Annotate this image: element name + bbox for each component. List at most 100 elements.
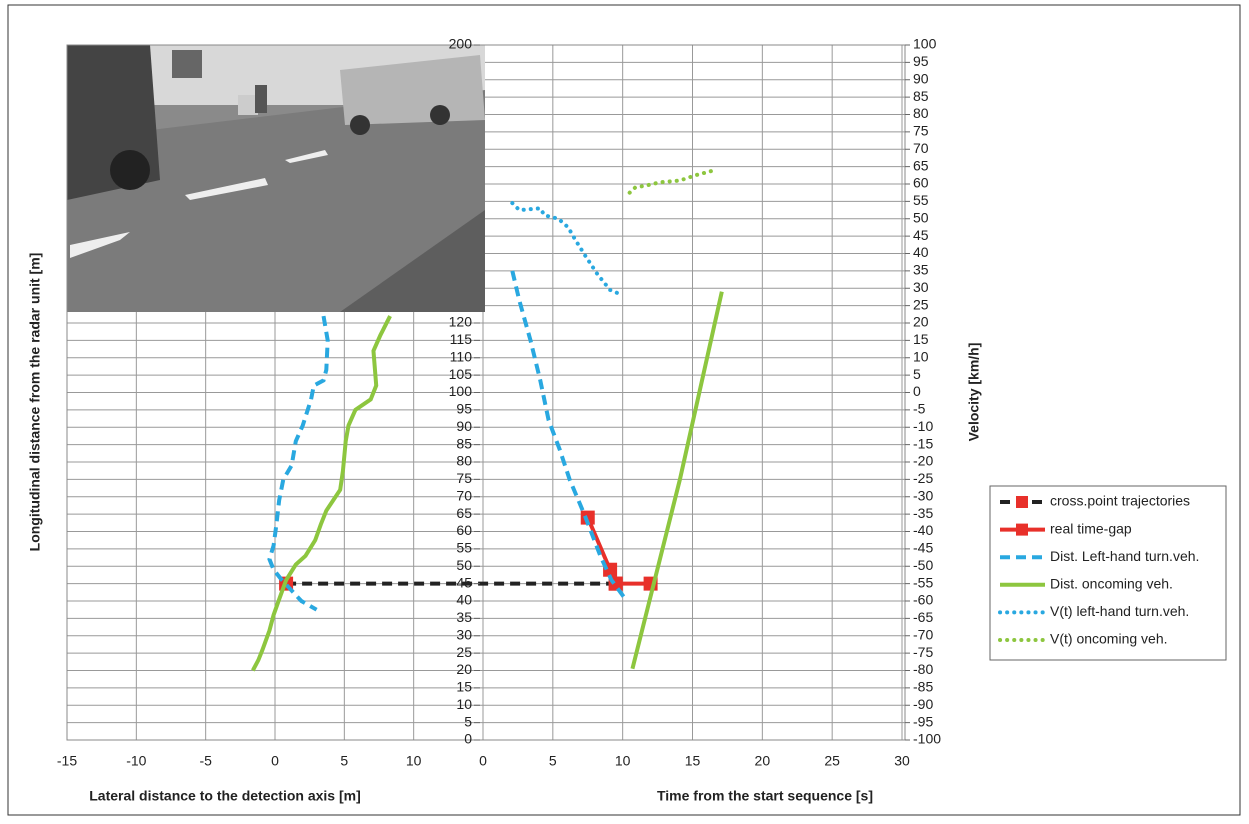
x2-axis-title: Time from the start sequence [s] — [657, 788, 873, 804]
y-tick-label: 85 — [456, 435, 472, 451]
y-tick-label: 95 — [456, 401, 472, 417]
series-line — [269, 316, 327, 610]
y-tick-label: 45 — [456, 574, 472, 590]
y2-tick-label: 100 — [913, 36, 937, 52]
legend-marker — [1016, 496, 1028, 508]
series-line — [253, 316, 390, 670]
x-tick-label: 5 — [340, 753, 348, 769]
y2-tick-label: -50 — [913, 557, 933, 573]
y2-tick-label: 70 — [913, 140, 929, 156]
legend-label: Dist. Left-hand turn.veh. — [1050, 548, 1199, 564]
series-line — [632, 292, 721, 669]
legend: cross.point trajectories real time-gap Dis… — [990, 486, 1226, 660]
y-tick-label: 75 — [456, 470, 472, 486]
y2-tick-label: 45 — [913, 227, 929, 243]
y2-tick-label: 80 — [913, 105, 929, 121]
y2-tick-label: 35 — [913, 262, 929, 278]
x-tick-label: 0 — [479, 753, 487, 769]
x-tick-label: 10 — [615, 753, 631, 769]
y-tick-label: 15 — [456, 679, 472, 695]
y2-tick-label: 50 — [913, 209, 929, 225]
y2-tick-label: -65 — [913, 609, 933, 625]
y2-tick-label: -95 — [913, 713, 933, 729]
y-tick-label: 200 — [449, 36, 473, 52]
y-tick-label: 120 — [449, 314, 473, 330]
x-tick-label: 10 — [406, 753, 422, 769]
series-line — [512, 203, 622, 295]
y2-tick-label: -45 — [913, 540, 933, 556]
y2-tick-label: -5 — [913, 401, 926, 417]
x-axis-title: Lateral distance to the detection axis [… — [89, 788, 361, 804]
y2-tick-label: 20 — [913, 314, 929, 330]
y2-tick-label: -70 — [913, 626, 933, 642]
y2-tick-label: -80 — [913, 661, 933, 677]
x-tick-label: 15 — [685, 753, 701, 769]
x-tick-label: 0 — [271, 753, 279, 769]
y2-tick-label: -10 — [913, 418, 933, 434]
y-tick-label: 0 — [464, 731, 472, 747]
y2-tick-label: 65 — [913, 157, 929, 173]
y-tick-label: 40 — [456, 592, 472, 608]
legend-label: real time-gap — [1050, 520, 1132, 536]
legend-label: V(t) oncoming veh. — [1050, 631, 1168, 647]
y-tick-label: 110 — [450, 348, 473, 364]
series-line — [512, 271, 627, 601]
y-tick-label: 35 — [456, 609, 472, 625]
y-tick-label: 5 — [464, 713, 472, 729]
y-tick-label: 65 — [456, 505, 472, 521]
legend-label: V(t) left-hand turn.veh. — [1050, 603, 1189, 619]
y2-tick-label: -55 — [913, 574, 933, 590]
y2-tick-label: 15 — [913, 331, 929, 347]
y2-tick-label: -25 — [913, 470, 933, 486]
y-tick-label: 115 — [450, 331, 473, 347]
y2-tick-label: 25 — [913, 296, 929, 312]
y-tick-label: 30 — [456, 626, 472, 642]
y2-tick-label: 60 — [913, 175, 929, 191]
y-tick-label: 10 — [456, 696, 472, 712]
photo-inset — [67, 45, 485, 312]
x-tick-label: -15 — [57, 753, 77, 769]
y2-tick-label: -85 — [913, 679, 933, 695]
y-tick-label: 60 — [456, 522, 472, 538]
legend-marker — [1016, 524, 1028, 536]
y2-tick-label: 30 — [913, 279, 929, 295]
y2-tick-label: -40 — [913, 522, 933, 538]
series-line — [630, 170, 715, 193]
y2-tick-label: 85 — [913, 88, 929, 104]
y2-tick-label: -20 — [913, 453, 933, 469]
y2-tick-label: 10 — [913, 348, 929, 364]
y-tick-label: 100 — [449, 383, 473, 399]
y-tick-label: 50 — [456, 557, 472, 573]
x-tick-label: 30 — [894, 753, 910, 769]
x-tick-label: 25 — [824, 753, 840, 769]
y2-tick-label: -75 — [913, 644, 933, 660]
x-tick-label: 20 — [755, 753, 771, 769]
y2-tick-label: -90 — [913, 696, 933, 712]
y-tick-label: 105 — [449, 366, 473, 382]
y2-tick-label: 0 — [913, 383, 921, 399]
y-tick-label: 55 — [456, 540, 472, 556]
y-tick-label: 70 — [456, 487, 472, 503]
y-tick-label: 25 — [456, 644, 472, 660]
y2-tick-label: -35 — [913, 505, 933, 521]
x-tick-label: -5 — [199, 753, 212, 769]
y2-tick-label: -100 — [913, 731, 941, 747]
y2-axis-title: Velocity [km/h] — [966, 343, 982, 442]
legend-label: cross.point trajectories — [1050, 493, 1190, 509]
y2-tick-label: 55 — [913, 192, 929, 208]
y-tick-label: 90 — [456, 418, 472, 434]
legend-label: Dist. oncoming veh. — [1050, 576, 1173, 592]
y2-tick-label: 75 — [913, 123, 929, 139]
y2-tick-label: 90 — [913, 70, 929, 86]
y-tick-label: 20 — [456, 661, 472, 677]
x-tick-label: -10 — [126, 753, 146, 769]
y-tick-label: 80 — [456, 453, 472, 469]
y2-tick-label: -15 — [913, 435, 933, 451]
x-tick-label: 5 — [549, 753, 557, 769]
y2-tick-label: 40 — [913, 244, 929, 260]
y2-tick-label: 5 — [913, 366, 921, 382]
chart: -15-10-50510051015202530-100-95-90-85-80… — [0, 0, 1249, 819]
y-axis-title: Longitudinal distance from the radar uni… — [27, 253, 43, 552]
y2-tick-label: -60 — [913, 592, 933, 608]
y2-tick-label: -30 — [913, 487, 933, 503]
